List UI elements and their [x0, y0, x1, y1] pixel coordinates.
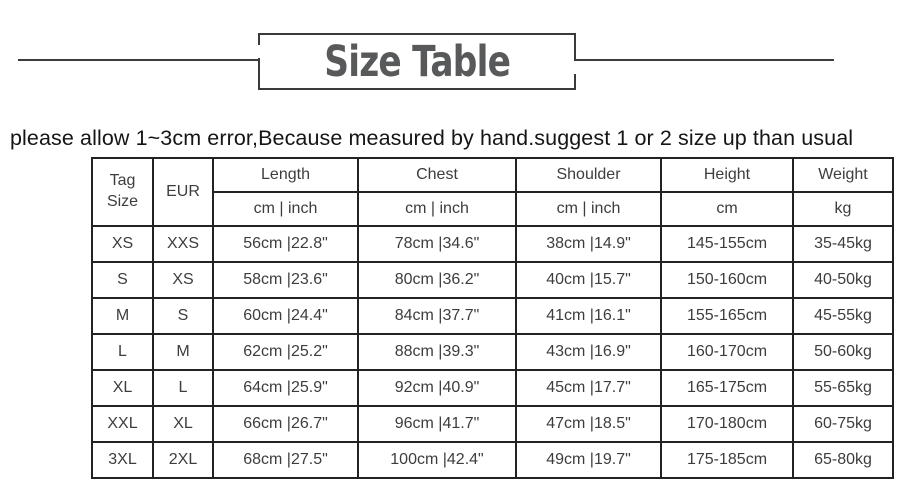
banner-box-notch-right: [573, 61, 577, 74]
cell-tag: L: [91, 333, 154, 371]
table-row: 3XL 2XL 68cm |27.5" 100cm |42.4" 49cm |1…: [91, 441, 894, 479]
table-row: S XS 58cm |23.6" 80cm |36.2" 40cm |15.7"…: [91, 261, 894, 299]
cell-length: 56cm |22.8": [212, 225, 359, 263]
banner-box-notch-left: [257, 45, 261, 58]
cell-weight: 55-65kg: [792, 369, 894, 407]
cell-chest: 84cm |37.7": [357, 297, 517, 335]
col-header-length: Length: [212, 157, 359, 193]
size-table-header: Tag Size EUR Length Chest Shoulder Heigh…: [91, 157, 894, 227]
col-header-chest: Chest: [357, 157, 517, 193]
cell-tag: S: [91, 261, 154, 299]
cell-eur: XXS: [152, 225, 214, 263]
cell-chest: 78cm |34.6": [357, 225, 517, 263]
table-row: XXL XL 66cm |26.7" 96cm |41.7" 47cm |18.…: [91, 405, 894, 443]
cell-weight: 50-60kg: [792, 333, 894, 371]
cell-chest: 92cm |40.9": [357, 369, 517, 407]
col-header-tag-size: Tag Size: [91, 157, 154, 227]
unit-shoulder: cm | inch: [515, 191, 662, 227]
cell-eur: 2XL: [152, 441, 214, 479]
cell-tag: XL: [91, 369, 154, 407]
unit-height: cm: [660, 191, 794, 227]
table-row: XL L 64cm |25.9" 92cm |40.9" 45cm |17.7"…: [91, 369, 894, 407]
cell-height: 165-175cm: [660, 369, 794, 407]
cell-height: 145-155cm: [660, 225, 794, 263]
cell-tag: 3XL: [91, 441, 154, 479]
cell-shoulder: 40cm |15.7": [515, 261, 662, 299]
measurement-note: please allow 1~3cm error,Because measure…: [10, 126, 854, 150]
cell-length: 68cm |27.5": [212, 441, 359, 479]
header-row-measures: Tag Size EUR Length Chest Shoulder Heigh…: [91, 157, 894, 227]
cell-chest: 88cm |39.3": [357, 333, 517, 371]
unit-length: cm | inch: [212, 191, 359, 227]
cell-weight: 65-80kg: [792, 441, 894, 479]
unit-chest: cm | inch: [357, 191, 517, 227]
cell-height: 160-170cm: [660, 333, 794, 371]
cell-tag: XXL: [91, 405, 154, 443]
cell-shoulder: 43cm |16.9": [515, 333, 662, 371]
cell-length: 58cm |23.6": [212, 261, 359, 299]
cell-shoulder: 47cm |18.5": [515, 405, 662, 443]
banner-line-left: [18, 59, 258, 61]
cell-height: 155-165cm: [660, 297, 794, 335]
cell-tag: M: [91, 297, 154, 335]
cell-chest: 100cm |42.4": [357, 441, 517, 479]
col-header-shoulder: Shoulder: [515, 157, 662, 193]
cell-eur: S: [152, 297, 214, 335]
cell-length: 60cm |24.4": [212, 297, 359, 335]
table-row: L M 62cm |25.2" 88cm |39.3" 43cm |16.9" …: [91, 333, 894, 371]
header-row-units: cm | inch cm | inch cm | inch cm kg: [92, 191, 894, 227]
table-row: XS XXS 56cm |22.8" 78cm |34.6" 38cm |14.…: [91, 225, 894, 263]
cell-weight: 60-75kg: [792, 405, 894, 443]
col-header-weight: Weight: [792, 157, 894, 193]
cell-length: 66cm |26.7": [212, 405, 359, 443]
cell-weight: 45-55kg: [792, 297, 894, 335]
banner-line-right: [576, 59, 834, 61]
cell-eur: M: [152, 333, 214, 371]
size-table: Tag Size EUR Length Chest Shoulder Heigh…: [91, 157, 894, 479]
cell-chest: 80cm |36.2": [357, 261, 517, 299]
unit-weight: kg: [792, 191, 894, 227]
cell-height: 150-160cm: [660, 261, 794, 299]
cell-height: 175-185cm: [660, 441, 794, 479]
cell-shoulder: 49cm |19.7": [515, 441, 662, 479]
cell-length: 62cm |25.2": [212, 333, 359, 371]
cell-eur: XS: [152, 261, 214, 299]
page-title: Size Table: [324, 36, 511, 87]
cell-length: 64cm |25.9": [212, 369, 359, 407]
title-banner: Size Table: [258, 33, 576, 90]
cell-chest: 96cm |41.7": [357, 405, 517, 443]
cell-shoulder: 45cm |17.7": [515, 369, 662, 407]
cell-eur: L: [152, 369, 214, 407]
table-row: M S 60cm |24.4" 84cm |37.7" 41cm |16.1" …: [91, 297, 894, 335]
cell-shoulder: 41cm |16.1": [515, 297, 662, 335]
cell-weight: 35-45kg: [792, 225, 894, 263]
col-header-eur: EUR: [152, 157, 214, 227]
cell-shoulder: 38cm |14.9": [515, 225, 662, 263]
cell-eur: XL: [152, 405, 214, 443]
cell-tag: XS: [91, 225, 154, 263]
col-header-height: Height: [660, 157, 794, 193]
cell-weight: 40-50kg: [792, 261, 894, 299]
cell-height: 170-180cm: [660, 405, 794, 443]
